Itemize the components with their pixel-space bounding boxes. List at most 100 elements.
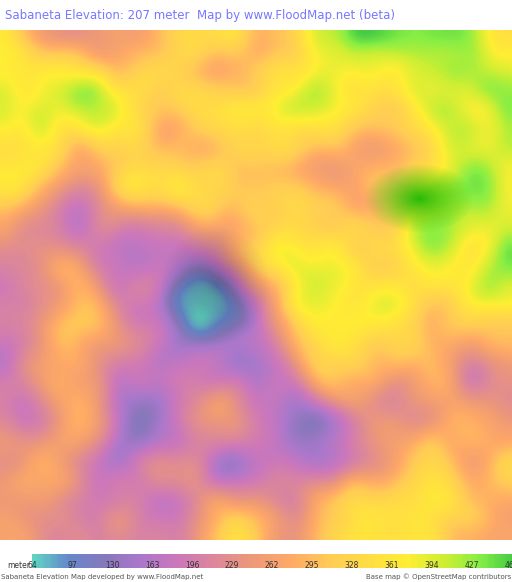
Bar bbox=[109, 554, 112, 568]
Bar bbox=[390, 554, 393, 568]
Bar bbox=[41, 554, 45, 568]
Bar bbox=[56, 554, 59, 568]
Bar bbox=[123, 554, 126, 568]
Bar bbox=[243, 554, 246, 568]
Bar bbox=[457, 554, 460, 568]
Bar bbox=[459, 554, 462, 568]
Bar bbox=[258, 554, 261, 568]
Bar bbox=[310, 554, 313, 568]
Bar bbox=[394, 554, 397, 568]
Bar bbox=[387, 554, 390, 568]
Bar bbox=[78, 554, 80, 568]
Bar bbox=[279, 554, 282, 568]
Bar bbox=[106, 554, 109, 568]
Bar bbox=[71, 554, 73, 568]
Bar bbox=[190, 554, 194, 568]
Bar bbox=[241, 554, 244, 568]
Bar bbox=[267, 554, 270, 568]
Bar bbox=[233, 554, 237, 568]
Bar bbox=[502, 554, 505, 568]
Bar bbox=[493, 554, 496, 568]
Bar bbox=[92, 554, 95, 568]
Bar bbox=[392, 554, 395, 568]
Bar bbox=[248, 554, 251, 568]
Bar bbox=[495, 554, 498, 568]
Bar bbox=[39, 554, 42, 568]
Bar bbox=[202, 554, 205, 568]
Bar bbox=[44, 554, 47, 568]
Bar bbox=[58, 554, 61, 568]
Bar bbox=[217, 554, 220, 568]
Bar bbox=[373, 554, 376, 568]
Bar bbox=[462, 554, 464, 568]
Bar bbox=[260, 554, 263, 568]
Bar bbox=[488, 554, 491, 568]
Bar bbox=[317, 554, 321, 568]
Bar bbox=[128, 554, 131, 568]
Bar bbox=[380, 554, 383, 568]
Bar bbox=[323, 554, 325, 568]
Bar bbox=[500, 554, 503, 568]
Bar bbox=[111, 554, 114, 568]
Bar bbox=[265, 554, 268, 568]
Bar bbox=[262, 554, 265, 568]
Bar bbox=[97, 554, 100, 568]
Bar bbox=[188, 554, 191, 568]
Bar bbox=[32, 554, 35, 568]
Bar bbox=[339, 554, 342, 568]
Bar bbox=[133, 554, 136, 568]
Bar bbox=[282, 554, 285, 568]
Bar bbox=[327, 554, 330, 568]
Bar bbox=[435, 554, 438, 568]
Bar bbox=[351, 554, 354, 568]
Bar bbox=[90, 554, 93, 568]
Bar bbox=[181, 554, 184, 568]
Bar bbox=[291, 554, 294, 568]
Bar bbox=[401, 554, 404, 568]
Bar bbox=[286, 554, 289, 568]
Bar bbox=[464, 554, 467, 568]
Bar bbox=[296, 554, 299, 568]
Bar bbox=[293, 554, 296, 568]
Bar bbox=[298, 554, 301, 568]
Bar bbox=[253, 554, 255, 568]
Bar bbox=[37, 554, 40, 568]
Bar bbox=[423, 554, 426, 568]
Bar bbox=[255, 554, 258, 568]
Bar bbox=[49, 554, 52, 568]
Bar bbox=[452, 554, 455, 568]
Bar bbox=[272, 554, 275, 568]
Bar bbox=[505, 554, 508, 568]
Bar bbox=[289, 554, 292, 568]
Bar bbox=[47, 554, 49, 568]
Text: 427: 427 bbox=[465, 561, 479, 570]
Bar bbox=[270, 554, 272, 568]
Bar bbox=[231, 554, 234, 568]
Bar bbox=[183, 554, 186, 568]
Bar bbox=[455, 554, 457, 568]
Bar bbox=[301, 554, 304, 568]
Bar bbox=[411, 554, 414, 568]
Bar bbox=[205, 554, 208, 568]
Bar bbox=[498, 554, 501, 568]
Bar bbox=[315, 554, 318, 568]
Bar bbox=[176, 554, 179, 568]
Bar bbox=[347, 554, 349, 568]
Bar bbox=[150, 554, 153, 568]
Bar bbox=[104, 554, 107, 568]
Text: Base map © OpenStreetMap contributors: Base map © OpenStreetMap contributors bbox=[366, 573, 511, 580]
Bar bbox=[82, 554, 86, 568]
Bar bbox=[87, 554, 90, 568]
Bar bbox=[185, 554, 188, 568]
Bar bbox=[404, 554, 407, 568]
Bar bbox=[320, 554, 323, 568]
Bar bbox=[425, 554, 429, 568]
Bar bbox=[61, 554, 63, 568]
Bar bbox=[125, 554, 129, 568]
Bar bbox=[433, 554, 436, 568]
Bar bbox=[162, 554, 164, 568]
Bar bbox=[313, 554, 316, 568]
Bar bbox=[34, 554, 37, 568]
Bar bbox=[229, 554, 232, 568]
Bar bbox=[485, 554, 488, 568]
